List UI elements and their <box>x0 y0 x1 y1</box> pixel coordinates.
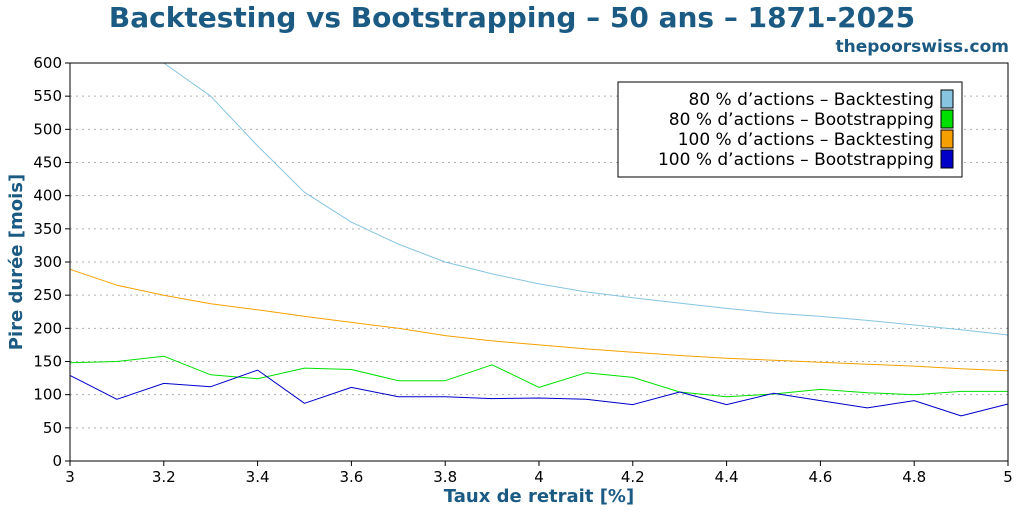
x-tick-label: 4 <box>534 468 544 486</box>
y-tick-label: 300 <box>33 253 62 271</box>
legend-entry-label: 100 % d’actions – Bootstrapping <box>658 150 934 170</box>
y-tick-label: 350 <box>33 220 62 238</box>
y-axis-label: Pire durée [mois] <box>6 174 27 350</box>
y-tick-label: 600 <box>33 54 62 72</box>
x-tick-label: 3.4 <box>246 468 270 486</box>
y-tick-label: 200 <box>33 319 62 337</box>
y-tick-label: 150 <box>33 353 62 371</box>
y-tick-label: 450 <box>33 154 62 172</box>
series-100-bootstrapping-line <box>69 369 1009 417</box>
series-80-backtesting-line <box>70 62 1009 336</box>
legend-swatch <box>940 129 954 149</box>
x-tick-label: 4.8 <box>902 468 926 486</box>
x-tick-label: 4.6 <box>808 468 832 486</box>
y-tick-label: 0 <box>52 452 62 470</box>
y-tick-label: 500 <box>33 120 62 138</box>
axis-ticks: 0 50 100 150 200 250 300 350 400 450 500 550 600 3 3.2… <box>33 54 1012 486</box>
x-tick-label: 3 <box>65 468 75 486</box>
x-axis-label: Taux de retrait [%] <box>444 486 634 507</box>
x-tick-label: 4.4 <box>715 468 739 486</box>
legend-swatch <box>940 109 954 129</box>
x-tick-label: 3.8 <box>433 468 457 486</box>
series-lines <box>69 62 1009 417</box>
x-tick-label: 5 <box>1003 468 1013 486</box>
x-tick-label: 3.2 <box>152 468 176 486</box>
legend-entry-label: 80 % d’actions – Backtesting <box>689 90 935 110</box>
y-tick-label: 550 <box>33 87 62 105</box>
series-100-backtesting-line <box>69 268 1009 372</box>
x-tick-label: 3.6 <box>339 468 363 486</box>
series-80-bootstrapping-line <box>69 355 1008 398</box>
legend-swatch <box>940 89 954 109</box>
y-tick-label: 250 <box>33 286 62 304</box>
legend-entry-label: 80 % d’actions – Bootstrapping <box>669 110 934 130</box>
y-tick-label: 50 <box>43 419 62 437</box>
x-tick-label: 4.2 <box>621 468 645 486</box>
legend-entry-label: 100 % d’actions – Backtesting <box>678 130 934 150</box>
source-label: thepoorswiss.com <box>836 37 1010 57</box>
chart-title: Backtesting vs Bootstrapping – 50 ans – … <box>109 1 915 34</box>
legend-swatch <box>940 149 954 169</box>
y-tick-label: 400 <box>33 187 62 205</box>
y-tick-label: 100 <box>33 386 62 404</box>
legend-box <box>617 81 963 178</box>
